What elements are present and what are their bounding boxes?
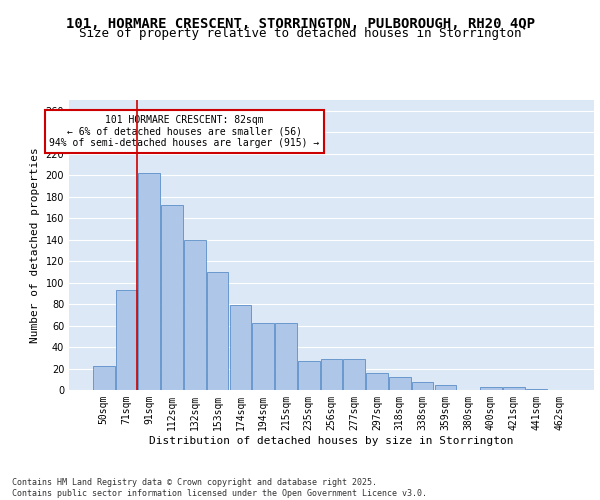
Bar [412,382,433,390]
Bar [343,359,365,390]
Bar [480,387,502,390]
Bar [184,240,206,390]
Bar [366,373,388,390]
Y-axis label: Number of detached properties: Number of detached properties [30,147,40,343]
Bar [161,206,183,390]
Bar [139,173,160,390]
Bar [230,305,251,390]
Text: Contains HM Land Registry data © Crown copyright and database right 2025.
Contai: Contains HM Land Registry data © Crown c… [12,478,427,498]
X-axis label: Distribution of detached houses by size in Storrington: Distribution of detached houses by size … [149,436,514,446]
Bar [503,387,524,390]
Text: 101 HORMARE CRESCENT: 82sqm
← 6% of detached houses are smaller (56)
94% of semi: 101 HORMARE CRESCENT: 82sqm ← 6% of deta… [49,114,320,148]
Bar [298,361,320,390]
Bar [207,272,229,390]
Bar [389,377,410,390]
Bar [116,290,137,390]
Bar [434,384,456,390]
Bar [93,366,115,390]
Bar [526,389,547,390]
Bar [320,359,343,390]
Bar [253,324,274,390]
Bar [275,324,297,390]
Text: Size of property relative to detached houses in Storrington: Size of property relative to detached ho… [79,28,521,40]
Text: 101, HORMARE CRESCENT, STORRINGTON, PULBOROUGH, RH20 4QP: 101, HORMARE CRESCENT, STORRINGTON, PULB… [65,18,535,32]
